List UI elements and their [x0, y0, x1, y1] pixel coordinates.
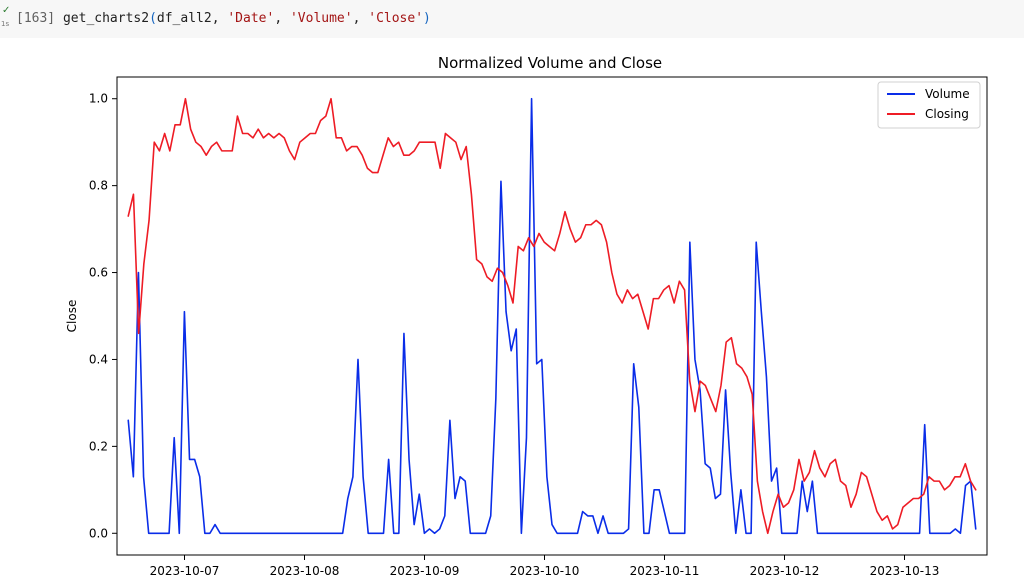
- x-tick-label: 2023-10-07: [150, 564, 220, 578]
- plot-frame: [116, 76, 988, 556]
- y-tick-label: 0.2: [89, 439, 108, 453]
- x-tick-label: 2023-10-09: [390, 564, 460, 578]
- volume-line: [127, 97, 977, 535]
- line-chart: Normalized Volume and Close Close 0.0 0.2…: [65, 54, 988, 578]
- x-tick-label: 2023-10-11: [630, 564, 700, 578]
- legend-closing-label: Closing: [925, 107, 969, 121]
- x-tick-label: 2023-10-12: [750, 564, 820, 578]
- x-tick-label: 2023-10-08: [270, 564, 340, 578]
- code-paren-open: (: [149, 11, 157, 26]
- legend: Volume Closing: [877, 81, 981, 129]
- x-tick-label: 2023-10-13: [870, 564, 940, 578]
- y-tick-label: 0.6: [89, 266, 108, 280]
- code-line[interactable]: [163] get_charts2(df_all2, 'Date', 'Volu…: [16, 11, 431, 27]
- code-paren-close: ): [423, 11, 431, 26]
- series-layer: [127, 97, 977, 535]
- y-tick-label: 0.0: [89, 526, 108, 540]
- code-sep: ,: [211, 11, 228, 26]
- check-icon: ✓: [2, 5, 11, 16]
- code-arg-volume: 'Volume': [289, 11, 353, 26]
- exec-time: 1s: [1, 20, 10, 28]
- code-arg-date: 'Date': [227, 11, 275, 26]
- code-function: get_charts2: [62, 11, 150, 26]
- y-tick-label: 0.4: [89, 352, 108, 366]
- y-axis-label: Close: [65, 300, 79, 333]
- legend-volume-label: Volume: [925, 87, 970, 101]
- x-tick-label: 2023-10-10: [510, 564, 580, 578]
- code-arg-df: df_all2: [156, 11, 212, 26]
- code-cell[interactable]: ✓ 1s [163] get_charts2(df_all2, 'Date', …: [0, 0, 1024, 38]
- code-sep: ,: [352, 11, 369, 26]
- run-status: ✓ 1s: [1, 6, 13, 32]
- y-tick-label: 0.8: [89, 179, 108, 193]
- chart-title: Normalized Volume and Close: [438, 54, 662, 72]
- chart-figure: Normalized Volume and Close Close 0.0 0.2…: [0, 38, 1024, 583]
- axis-layer: 0.0 0.2 0.4 0.6 0.8 1.0 2023-10-07 2023-10-08 20…: [89, 92, 939, 578]
- code-arg-close: 'Close': [368, 11, 424, 26]
- code-sep: ,: [274, 11, 290, 26]
- closing-line: [127, 97, 977, 535]
- exec-count: [163]: [16, 11, 56, 26]
- y-tick-label: 1.0: [89, 92, 108, 106]
